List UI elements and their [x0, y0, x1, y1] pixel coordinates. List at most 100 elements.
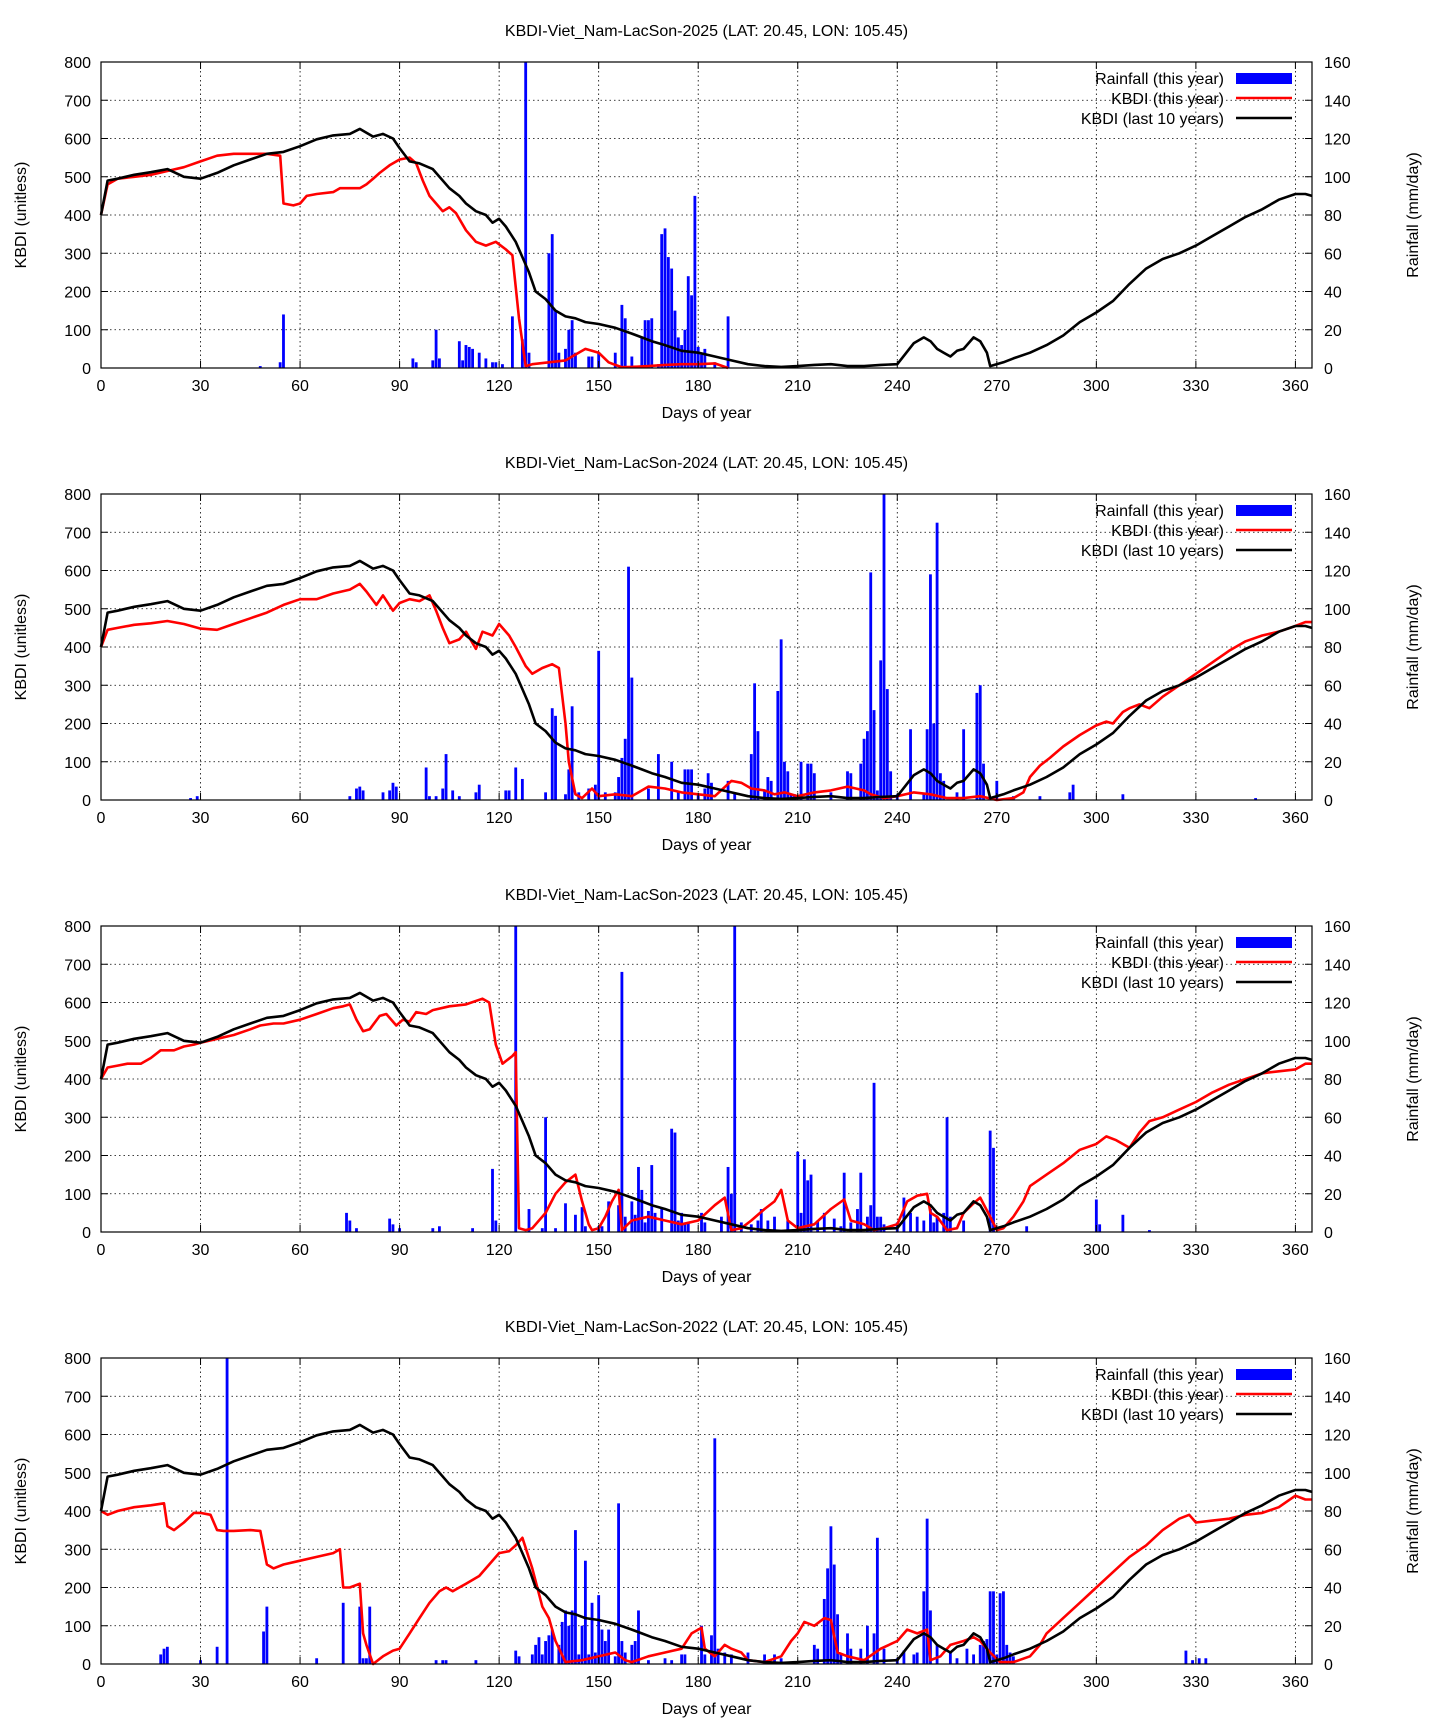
y-left-tick-label: 400: [64, 1072, 91, 1089]
rainfall-bar: [574, 1530, 577, 1664]
y-right-tick-label: 20: [1324, 1187, 1342, 1204]
rainfall-bar: [912, 1654, 916, 1664]
rainfall-bar: [839, 1654, 843, 1664]
rainfall-bar: [560, 1621, 564, 1664]
rainfall-bar: [647, 788, 650, 800]
y-right-axis-label: Rainfall (mm/day): [1405, 152, 1422, 277]
x-tick-label: 360: [1282, 1242, 1309, 1259]
rainfall-bar: [600, 1629, 604, 1664]
rainfall-bar: [580, 1207, 584, 1232]
y-left-tick-label: 200: [64, 1149, 91, 1166]
rainfall-bar: [962, 729, 966, 800]
y-left-tick-label: 400: [64, 640, 91, 657]
y-right-tick-label: 80: [1324, 1504, 1342, 1521]
y-right-tick-label: 140: [1324, 525, 1351, 542]
rainfall-bar: [550, 1629, 554, 1664]
rainfall-bar: [630, 356, 634, 368]
rainfall-bars: [159, 1358, 1208, 1664]
rainfall-bar: [948, 1652, 952, 1664]
rainfall-bar: [703, 1222, 707, 1232]
rainfall-bar: [703, 1654, 707, 1664]
rainfall-bar: [726, 316, 730, 368]
x-tick-label: 150: [585, 378, 612, 395]
rainfall-bar: [564, 1203, 567, 1232]
legend-label: KBDI (this year): [1111, 523, 1224, 540]
y-right-tick-label: 160: [1324, 1351, 1351, 1368]
rainfall-bar: [607, 1629, 611, 1664]
chart-panel-0: KBDI-Viet_Nam-LacSon-2025 (LAT: 20.45, L…: [13, 23, 1422, 422]
rainfall-bar: [391, 782, 395, 800]
rainfall-bar: [590, 1602, 594, 1664]
rainfall-bar: [822, 1598, 826, 1664]
rainfall-bar: [859, 1648, 863, 1664]
rainfall-bar: [613, 352, 617, 368]
rainfall-bar: [587, 788, 591, 800]
rainfall-bar: [879, 660, 883, 800]
rainfall-bar: [514, 1650, 518, 1664]
y-left-tick-label: 500: [64, 170, 91, 187]
rainfall-bar: [680, 1212, 684, 1232]
rainfall-bar: [929, 1209, 932, 1232]
rainfall-bar: [693, 195, 697, 368]
rainfall-bar: [650, 1165, 654, 1232]
chart-title: KBDI-Viet_Nam-LacSon-2022 (LAT: 20.45, L…: [505, 1319, 908, 1336]
rainfall-bar: [381, 792, 385, 800]
rainfall-bar: [822, 1212, 826, 1232]
rainfall-bar: [434, 796, 438, 800]
rainfall-bar: [567, 769, 571, 800]
rainfall-bar: [700, 354, 703, 368]
rainfall-bar: [713, 362, 717, 368]
rainfall-bar: [1121, 1214, 1125, 1232]
rainfall-bar: [504, 790, 508, 800]
rainfall-bar: [992, 1147, 995, 1232]
rainfall-bar: [802, 1159, 806, 1232]
rainfall-bar: [484, 358, 488, 368]
y-right-tick-label: 160: [1324, 487, 1351, 504]
rainfall-bar: [666, 257, 670, 368]
rainfall-bar: [1121, 794, 1125, 800]
rainfall-bar: [1002, 1591, 1005, 1664]
x-tick-label: 30: [192, 810, 210, 827]
rainfall-bar: [388, 1218, 392, 1232]
rainfall-bar: [358, 786, 362, 800]
rainfall-bar: [779, 639, 783, 800]
rainfall-bar: [1094, 1199, 1098, 1232]
rainfall-bar: [945, 1117, 949, 1232]
rainfall-bar: [922, 1220, 926, 1232]
rainfall-bar: [935, 1644, 939, 1664]
rainfall-bar: [700, 1625, 703, 1664]
x-tick-label: 210: [784, 378, 811, 395]
rainfall-bar: [686, 1222, 690, 1232]
rainfall-bar: [1005, 1644, 1009, 1664]
y-left-axis-label: KBDI (unitless): [13, 1458, 30, 1565]
legend-label: KBDI (this year): [1111, 955, 1224, 972]
rainfall-bar: [368, 1606, 372, 1664]
rainfall-bar: [866, 1625, 869, 1664]
y-right-tick-label: 40: [1324, 717, 1342, 734]
rainfall-bar: [411, 358, 415, 368]
rainfall-bar: [975, 692, 979, 800]
rainfall-bar: [862, 738, 866, 800]
rainfall-bar: [617, 1503, 620, 1664]
rainfall-bar: [756, 731, 760, 800]
rainfall-bar: [544, 1641, 547, 1664]
y-right-tick-label: 0: [1324, 1657, 1333, 1674]
y-right-tick-label: 60: [1324, 246, 1342, 263]
rainfall-bar: [729, 1654, 733, 1664]
rainfall-bar: [769, 780, 773, 800]
y-right-tick-label: 160: [1324, 55, 1351, 72]
y-right-tick-label: 0: [1324, 1225, 1333, 1242]
rainfall-bar: [902, 1650, 906, 1664]
rainfall-bar: [1254, 798, 1258, 800]
rainfall-bar: [670, 761, 674, 800]
rainfall-bar: [544, 792, 547, 800]
rainfall-bar: [922, 794, 926, 800]
legend-swatch-rainfall: [1236, 937, 1292, 948]
chart-panel-2: KBDI-Viet_Nam-LacSon-2023 (LAT: 20.45, L…: [13, 887, 1422, 1286]
rainfall-bar: [457, 796, 461, 800]
rainfall-bar: [162, 1648, 166, 1664]
rainfall-bar: [477, 784, 481, 800]
rainfall-bar: [358, 1606, 362, 1664]
rainfall-bar: [388, 790, 392, 800]
